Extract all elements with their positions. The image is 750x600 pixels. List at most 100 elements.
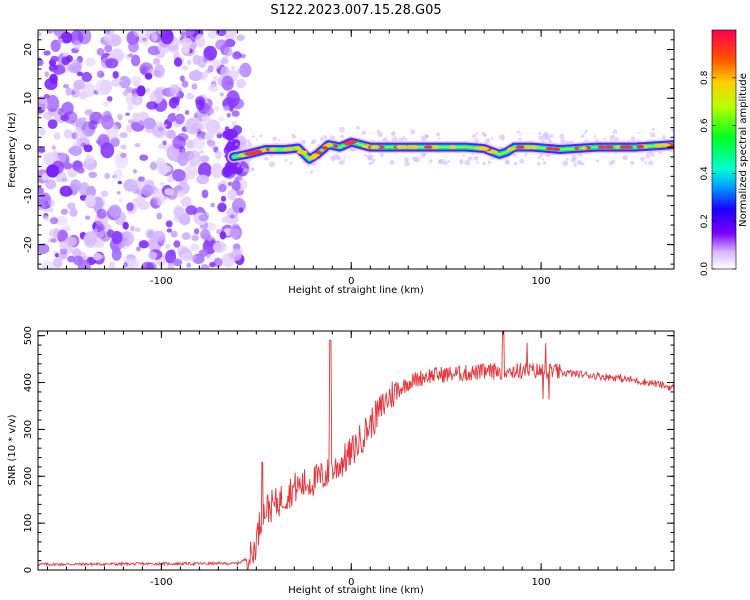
noise-blob [200, 264, 210, 269]
trace-halo-speck [542, 161, 547, 165]
trace-halo-speck [259, 134, 263, 138]
noise-blob [232, 51, 242, 60]
noise-blob [117, 114, 123, 121]
trace-halo-speck [637, 131, 640, 134]
noise-blob [193, 228, 200, 235]
spectrogram-ylabel: Frequency (Hz) [7, 112, 18, 188]
noise-blob [76, 167, 85, 174]
noise-blob [172, 258, 183, 267]
noise-blob [212, 75, 219, 82]
noise-blob [208, 83, 219, 93]
noise-blob [181, 232, 191, 241]
noise-blob [92, 252, 103, 261]
trace-hot-spot [408, 145, 420, 149]
noise-blob [67, 63, 82, 74]
noise-blob [44, 215, 50, 222]
noise-blob [45, 179, 57, 190]
noise-blob [84, 231, 97, 246]
noise-blob [131, 178, 137, 186]
noise-blob [227, 181, 233, 186]
trace-halo-speck [584, 129, 588, 133]
trace-halo-speck [392, 131, 396, 135]
noise-blob [179, 146, 186, 155]
noise-blob [164, 188, 175, 196]
trace-hot-spot [285, 147, 294, 151]
noise-blob [219, 92, 224, 97]
trace-halo-speck [389, 160, 395, 165]
noise-blob [191, 235, 199, 241]
snr-xtick-label: 100 [532, 577, 551, 588]
snr-ytick-label: 300 [23, 420, 34, 439]
noise-blob [152, 121, 167, 139]
trace-halo-speck [343, 156, 346, 159]
trace-hot-spot [296, 150, 308, 154]
noise-blob [85, 154, 95, 164]
noise-blob [117, 180, 123, 185]
colorbar-tick-label: 0.2 [700, 214, 710, 228]
trace-hot-spot [653, 143, 664, 148]
trace-halo-speck [519, 133, 522, 136]
noise-blob [128, 41, 139, 53]
colorbar-label: Normalized spectral amplitude [738, 73, 749, 227]
noise-blob [173, 51, 180, 60]
noise-blob [220, 195, 227, 202]
noise-blob [114, 152, 129, 169]
noise-blob [180, 30, 186, 38]
noise-blob [49, 217, 59, 225]
snr-chart: -100 0 100 0 100 200 300 400 500 Height of strai… [7, 326, 675, 596]
noise-blob [230, 97, 245, 110]
noise-blob [59, 241, 68, 250]
trace-halo-speck [538, 132, 542, 136]
noise-blob [42, 260, 54, 269]
noise-blob [61, 177, 68, 183]
noise-blob [231, 65, 236, 70]
noise-blob [41, 172, 49, 182]
noise-blob [74, 127, 82, 134]
noise-blob [203, 56, 208, 63]
noise-blob [221, 216, 230, 224]
trace-halo-speck [462, 153, 466, 157]
noise-blob [186, 92, 194, 100]
trace-halo-speck [364, 153, 368, 157]
noise-blob [53, 30, 67, 38]
trace-halo-speck [278, 139, 281, 142]
noise-blob [83, 144, 93, 153]
noise-blob [46, 164, 60, 178]
noise-blob [188, 70, 203, 82]
trace-hot-spot [515, 145, 525, 149]
noise-blob [159, 181, 165, 186]
trace-halo-speck [268, 161, 275, 168]
noise-blob [116, 191, 121, 195]
colorbar-tick-label: 0.8 [700, 70, 710, 85]
noise-blob [100, 190, 109, 197]
noise-blob [231, 180, 241, 191]
snr-ytick-label: 400 [23, 373, 34, 392]
noise-blob [123, 262, 128, 268]
noise-blob [184, 110, 190, 115]
noise-blob [141, 261, 154, 269]
spectrogram-xlabel: Height of straight line (km) [288, 285, 424, 296]
noise-blob [211, 59, 222, 69]
trace-halo-speck [428, 159, 433, 164]
trace-halo-speck [524, 153, 528, 157]
noise-blob [107, 229, 115, 238]
trace-halo-speck [559, 133, 565, 139]
trace-halo-speck [630, 160, 634, 165]
snr-series [38, 331, 674, 570]
trace-halo-speck [289, 161, 293, 165]
noise-blob [85, 215, 91, 220]
trace-halo-speck [487, 160, 492, 165]
noise-blob [215, 150, 222, 160]
noise-blob [164, 243, 171, 249]
noise-blob [173, 240, 181, 248]
trace-halo-speck [401, 136, 406, 140]
noise-blob [38, 127, 46, 136]
trace-halo-speck [255, 138, 258, 141]
noise-blob [136, 85, 146, 97]
noise-blob [166, 129, 177, 139]
noise-blob [38, 147, 46, 153]
noise-blob [207, 30, 218, 39]
noise-blob [104, 44, 113, 53]
noise-blob [65, 87, 73, 96]
noise-blob [71, 90, 76, 95]
